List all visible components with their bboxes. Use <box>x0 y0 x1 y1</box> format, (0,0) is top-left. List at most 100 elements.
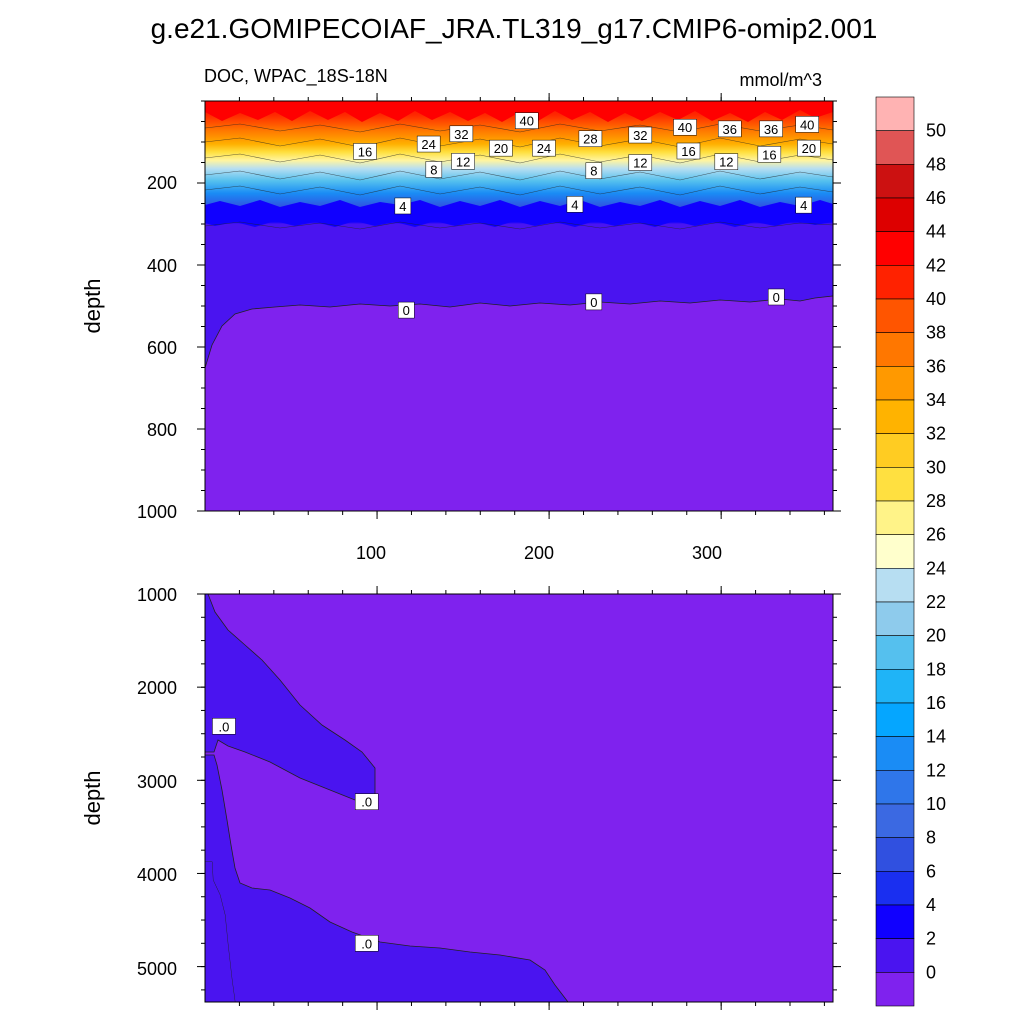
contour-label-text: 4 <box>399 199 406 214</box>
colorbar-tick-label: 18 <box>926 659 946 679</box>
colorbar-swatch <box>875 298 915 333</box>
contour-label: 28 <box>578 130 603 147</box>
contour-label-box <box>489 139 513 157</box>
contour-label-text: 12 <box>633 156 647 171</box>
contour-label: 16 <box>757 146 782 163</box>
top-ytick-1000: 1000 <box>137 502 177 522</box>
colorbar-tick-label: 20 <box>926 626 946 646</box>
contour-label: 12 <box>451 153 475 170</box>
colorbar-tick-label: 44 <box>926 222 946 242</box>
bottom-plot-frame <box>204 593 834 1003</box>
contour-label-text: 4 <box>571 197 578 212</box>
contour-label: .0 <box>354 793 379 810</box>
colorbar-tick-label: 50 <box>926 121 946 141</box>
contour-label: 12 <box>714 153 739 170</box>
contour-label-text: 28 <box>583 132 597 147</box>
contour-label: .0 <box>354 935 379 952</box>
contour-label: 0 <box>585 293 603 311</box>
bottom-left-edge-region <box>205 862 235 1002</box>
contour-label-box <box>451 153 475 170</box>
contour-label: 4 <box>566 196 584 213</box>
contour-label: 20 <box>489 139 513 157</box>
contour-label: 40 <box>514 112 539 129</box>
contour-label-box <box>394 197 412 215</box>
contour-label-text: 36 <box>764 122 778 137</box>
contour-label: 8 <box>425 161 443 178</box>
bottom-ytick-2000: 2000 <box>137 678 177 698</box>
colorbar-tick-label: 48 <box>926 154 946 174</box>
colorbar-swatch <box>875 871 915 906</box>
colorbar-tick-label: 36 <box>926 356 946 376</box>
top-xtick-200: 200 <box>524 543 554 563</box>
bottom-ytick-1000: 1000 <box>137 585 177 605</box>
contour-label-box <box>795 116 819 133</box>
contour-label-box <box>759 120 783 138</box>
colorbar-swatch <box>875 938 915 973</box>
top-y-axis-label: depth <box>80 278 105 333</box>
colorbar-tick-label: 14 <box>926 727 946 747</box>
bottom-panel: .0 .0 .0 1000 2000 3000 4000 5000 depth <box>80 585 841 1010</box>
bottom-y-axis-label: depth <box>80 770 105 825</box>
contour-label-box <box>676 142 701 160</box>
colorbar: 5048464442403836343230282624222018161412… <box>875 96 946 1007</box>
contour-label-text: 20 <box>494 141 508 156</box>
contour-label-box <box>212 718 236 735</box>
contour-label-text: 8 <box>430 162 437 177</box>
colorbar-swatch <box>875 399 915 434</box>
contour-label-text: 24 <box>421 137 435 152</box>
contour-label-box <box>628 126 653 144</box>
colorbar-tick-label: 10 <box>926 794 946 814</box>
top-zero-region <box>204 295 834 512</box>
colorbar-tick-label: 40 <box>926 289 946 309</box>
contour-label: 36 <box>759 120 783 138</box>
contour-label-text: 40 <box>800 117 814 132</box>
colorbar-tick-label: 46 <box>926 188 946 208</box>
contour-label: 16 <box>353 143 377 160</box>
top-ytick-800: 800 <box>147 420 177 440</box>
colorbar-tick-label: 4 <box>926 895 936 915</box>
contour-label: 32 <box>628 126 653 144</box>
contour-label-box <box>566 196 584 213</box>
colorbar-swatch <box>875 770 915 805</box>
contour-label-text: 40 <box>520 114 534 129</box>
top-surface-band <box>205 101 833 122</box>
colorbar-swatch <box>875 231 915 266</box>
colorbar-swatch <box>875 803 915 838</box>
contour-label-box <box>585 162 603 179</box>
contour-label: 0 <box>767 288 785 306</box>
contour-label-box <box>797 139 821 157</box>
contour-label-box <box>585 293 603 311</box>
bottom-y-tick-labels: 1000 2000 3000 4000 5000 <box>137 585 177 979</box>
contour-label-box <box>673 118 697 136</box>
contour-label-text: 16 <box>358 144 372 159</box>
contour-label-text: 0 <box>590 295 597 310</box>
colorbar-tick-label: 22 <box>926 592 946 612</box>
colorbar-swatch <box>875 197 915 232</box>
contour-label: 24 <box>416 135 441 153</box>
colorbar-swatch <box>875 635 915 670</box>
bottom-plot-area: .0 .0 .0 <box>204 593 833 1003</box>
contour-label-text: 16 <box>762 147 776 162</box>
contour-label-box <box>449 125 474 143</box>
contour-label-box <box>425 161 443 178</box>
colorbar-tick-label: 0 <box>926 962 936 982</box>
colorbar-swatch <box>875 534 915 569</box>
bottom-upper-slightly-positive-region <box>204 593 376 801</box>
colorbar-swatch <box>875 366 915 401</box>
colorbar-swatch <box>875 500 915 535</box>
colorbar-swatch <box>875 904 915 939</box>
colorbar-swatch <box>875 467 915 502</box>
contour-label: 4 <box>795 196 813 214</box>
top-axis-ticks <box>197 93 841 519</box>
contour-label-text: 8 <box>590 164 597 179</box>
colorbar-swatch <box>875 568 915 603</box>
contour-label: 32 <box>449 125 474 143</box>
colorbar-swatch <box>875 433 915 468</box>
colorbar-swatch <box>875 265 915 300</box>
contour-label-box <box>354 793 379 810</box>
contour-label-text: .0 <box>361 936 372 951</box>
top-xtick-300: 300 <box>692 543 722 563</box>
